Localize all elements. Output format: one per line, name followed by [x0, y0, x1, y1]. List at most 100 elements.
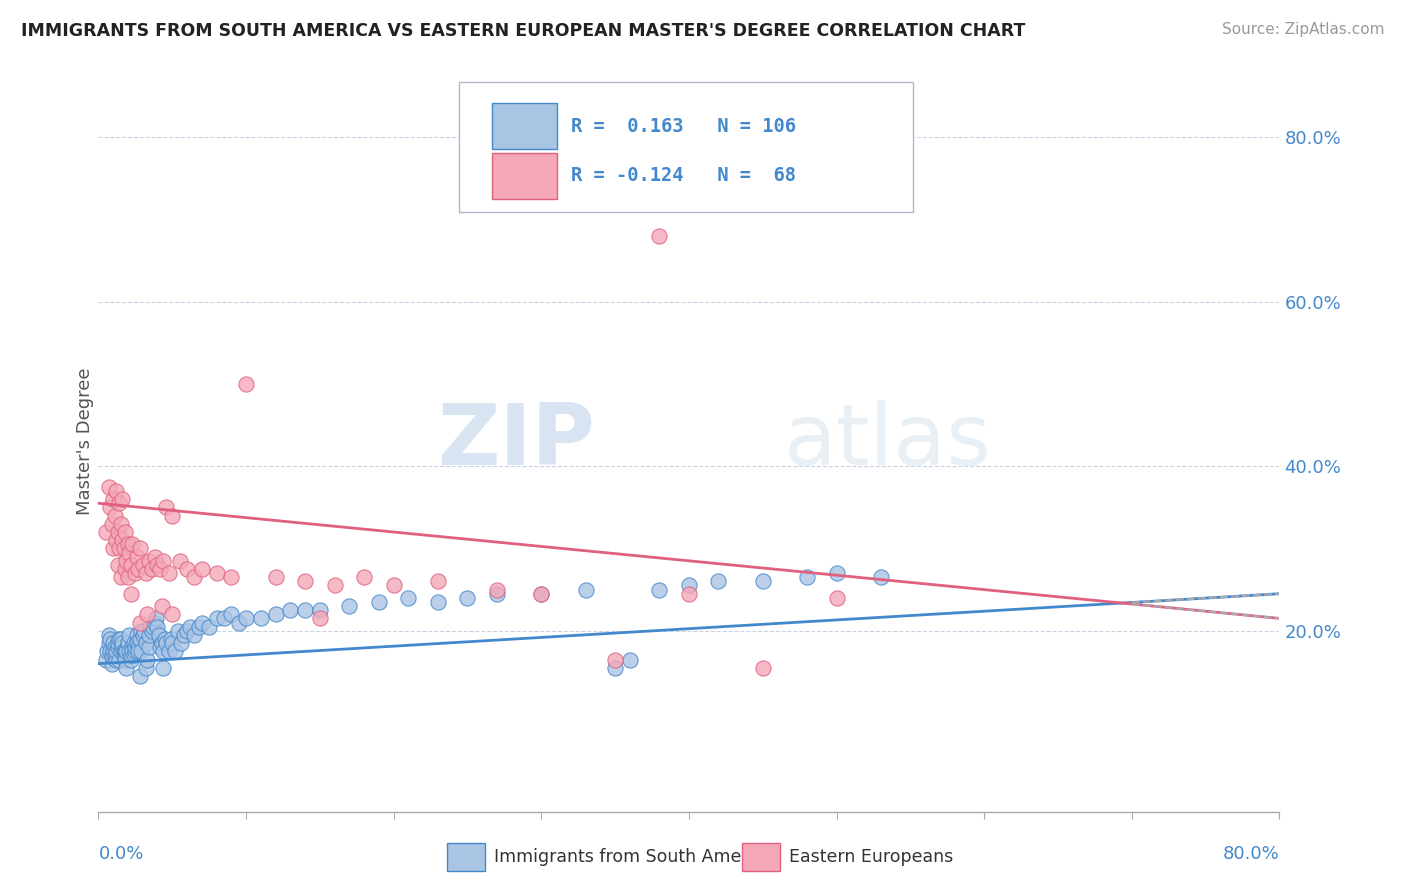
- Text: R =  0.163   N = 106: R = 0.163 N = 106: [571, 117, 796, 136]
- Point: [118, 628, 141, 642]
- Point: [112, 644, 135, 658]
- Point: [98, 644, 121, 658]
- Point: [138, 640, 160, 655]
- Point: [141, 562, 163, 576]
- Point: [191, 562, 214, 576]
- Point: [127, 640, 149, 655]
- Point: [125, 636, 148, 650]
- Point: [323, 578, 346, 592]
- Point: [152, 644, 174, 658]
- Point: [111, 492, 134, 507]
- Point: [129, 644, 152, 658]
- Point: [112, 541, 135, 556]
- Point: [457, 591, 479, 605]
- Point: [825, 566, 848, 581]
- Point: [108, 652, 131, 666]
- Point: [339, 599, 361, 613]
- Point: [368, 595, 391, 609]
- Point: [111, 533, 134, 548]
- Point: [235, 611, 257, 625]
- Point: [108, 496, 131, 510]
- Point: [142, 619, 165, 633]
- Point: [153, 632, 176, 646]
- Point: [111, 640, 134, 655]
- Point: [205, 566, 228, 581]
- Text: ZIP: ZIP: [437, 400, 595, 483]
- Point: [124, 566, 146, 581]
- Point: [125, 628, 148, 642]
- Point: [294, 574, 316, 589]
- Point: [104, 640, 127, 655]
- Point: [132, 558, 155, 572]
- Point: [103, 492, 125, 507]
- Point: [127, 644, 149, 658]
- Point: [97, 480, 120, 494]
- Point: [205, 611, 228, 625]
- Point: [135, 661, 157, 675]
- Point: [132, 628, 155, 642]
- Point: [94, 524, 117, 539]
- Point: [264, 570, 287, 584]
- Point: [117, 636, 139, 650]
- Point: [152, 554, 174, 568]
- Point: [110, 516, 132, 531]
- Point: [115, 644, 138, 658]
- Point: [486, 587, 509, 601]
- Point: [114, 652, 136, 666]
- Point: [107, 524, 129, 539]
- Point: [103, 644, 125, 658]
- Point: [143, 549, 166, 564]
- Point: [94, 652, 117, 666]
- Point: [122, 636, 145, 650]
- Point: [128, 541, 150, 556]
- Point: [159, 632, 181, 646]
- Point: [108, 541, 131, 556]
- Point: [105, 483, 128, 498]
- Point: [115, 554, 138, 568]
- Point: [183, 570, 205, 584]
- Point: [752, 574, 775, 589]
- Point: [136, 652, 159, 666]
- Point: [110, 570, 132, 584]
- Point: [486, 582, 509, 597]
- Point: [100, 657, 122, 671]
- Point: [176, 624, 198, 638]
- Point: [170, 636, 193, 650]
- Point: [98, 632, 121, 646]
- FancyBboxPatch shape: [492, 153, 557, 199]
- Point: [678, 578, 700, 592]
- Point: [221, 607, 243, 622]
- Point: [605, 652, 627, 666]
- Point: [117, 636, 139, 650]
- Point: [427, 574, 450, 589]
- Point: [121, 644, 143, 658]
- Point: [104, 508, 127, 523]
- Point: [619, 652, 641, 666]
- Point: [169, 554, 191, 568]
- Point: [280, 603, 302, 617]
- Point: [118, 644, 141, 658]
- Point: [825, 591, 848, 605]
- Point: [575, 582, 598, 597]
- Point: [100, 648, 122, 663]
- Point: [167, 624, 190, 638]
- Point: [118, 546, 141, 560]
- Point: [146, 558, 169, 572]
- Point: [235, 376, 257, 391]
- Point: [398, 591, 420, 605]
- Point: [111, 636, 134, 650]
- Point: [105, 533, 128, 548]
- Point: [129, 624, 152, 638]
- Point: [173, 628, 195, 642]
- Point: [309, 611, 332, 625]
- Point: [143, 615, 166, 630]
- Text: 0.0%: 0.0%: [98, 845, 143, 863]
- Point: [135, 566, 157, 581]
- Text: 80.0%: 80.0%: [1223, 845, 1279, 863]
- Point: [427, 595, 450, 609]
- Point: [110, 632, 132, 646]
- Point: [112, 648, 135, 663]
- Point: [114, 524, 136, 539]
- Point: [157, 566, 180, 581]
- Point: [120, 648, 142, 663]
